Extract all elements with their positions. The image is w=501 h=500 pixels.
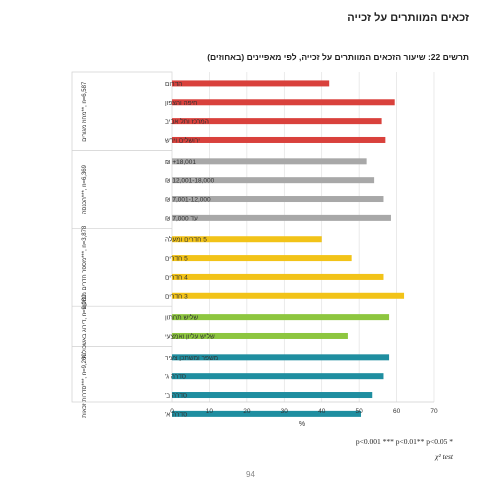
category-label: משפר ומשתכן צעיר xyxy=(165,355,218,362)
category-label: עד 7,000 ₪ xyxy=(165,215,198,222)
bar xyxy=(172,158,367,165)
figure-title: תרשים 22: שיעור הזכאים המוותרים על זכייה… xyxy=(207,52,469,62)
group-label: מחוז מגורים**, n=6,587 xyxy=(82,81,88,142)
bar xyxy=(172,80,330,87)
group-label: דירוג באשכולות, n=9,080 xyxy=(80,294,88,359)
category-label: שליש עליון ואמצעי xyxy=(165,332,215,340)
category-label: ירושלים ויו"ש xyxy=(165,136,200,144)
page-number: 94 xyxy=(246,470,255,479)
bar xyxy=(172,273,384,280)
x-tick-label: 60 xyxy=(393,408,401,415)
bar xyxy=(172,177,375,184)
category-label: 5 חדרים ומעלה xyxy=(165,236,207,244)
category-label: סדרה ב' xyxy=(165,393,187,400)
category-label: המרכז ותל אביב xyxy=(165,118,209,126)
page-title: זכאים המוותרים על זכייה xyxy=(347,12,469,24)
significance-footnote: p<0.001 *** p<0.01** p<0.05 * xyxy=(355,437,453,446)
bar xyxy=(172,99,395,106)
x-axis-label: % xyxy=(299,421,305,428)
bar xyxy=(172,255,352,262)
bar xyxy=(172,332,348,339)
x-tick-label: 0 xyxy=(170,408,174,415)
group-label: סדרות זכאות***, n=9,260 xyxy=(82,353,88,418)
x-tick-label: 70 xyxy=(430,408,438,415)
category-label: 3 חדרים xyxy=(165,293,188,300)
category-label: סדרה ג' xyxy=(165,374,186,381)
category-label: חיפה והצפון xyxy=(165,100,197,107)
x-tick-label: 30 xyxy=(281,408,289,415)
x-tick-label: 20 xyxy=(243,408,251,415)
bar xyxy=(172,373,384,380)
bar xyxy=(172,136,386,143)
category-label: שליש תחתון xyxy=(165,314,198,322)
x-tick-label: 10 xyxy=(206,408,214,415)
category-label: 7,001-12,000 ₪ xyxy=(165,197,211,204)
group-label: מספר חדרים מבוקש***, n=3,878 xyxy=(82,225,88,309)
statistical-test-note: χ² test xyxy=(435,452,453,461)
category-label: 4 חדרים xyxy=(165,274,188,281)
category-label: 12,001-18,000 ₪ xyxy=(165,178,215,185)
category-label: הדרום xyxy=(165,81,182,88)
category-label: 18,001+ ₪ xyxy=(165,159,196,166)
x-tick-label: 50 xyxy=(356,408,364,415)
bar xyxy=(172,118,382,125)
category-label: סדרה א' xyxy=(165,411,187,418)
bar xyxy=(172,392,373,399)
bar xyxy=(172,214,391,221)
bar xyxy=(172,236,322,243)
bar xyxy=(172,410,362,417)
bar xyxy=(172,196,384,203)
bar xyxy=(172,314,390,321)
bar xyxy=(172,292,405,299)
group-label: הכנסה***, n=6,369 xyxy=(82,164,88,214)
x-tick-label: 40 xyxy=(318,408,326,415)
bar xyxy=(172,354,390,361)
category-label: 5 חדרים xyxy=(165,256,188,263)
